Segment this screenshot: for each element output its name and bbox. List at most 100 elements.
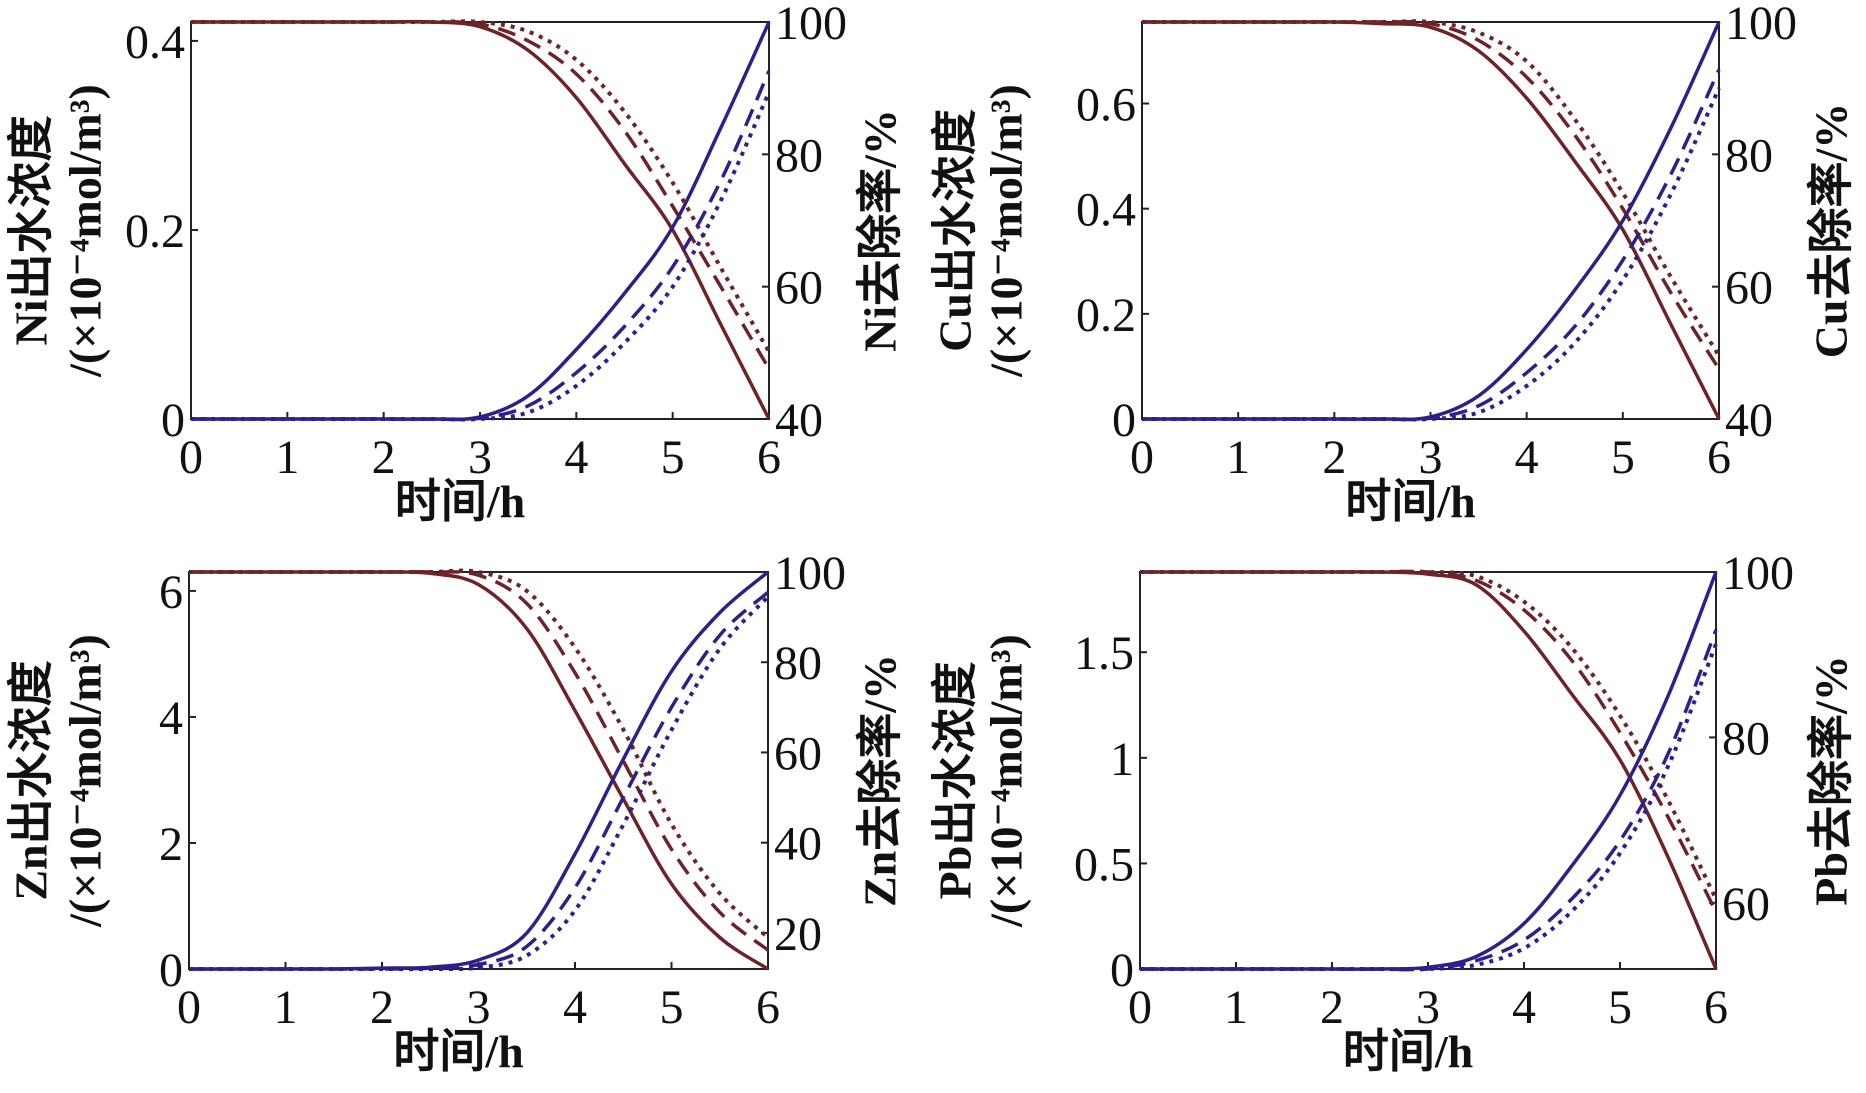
concentration-line-solid — [1139, 570, 1718, 970]
concentration-line-dotted — [188, 568, 770, 939]
x-tick-label: 3 — [1416, 981, 1440, 1034]
x-tick-label: 0 — [1128, 981, 1152, 1034]
y-right-tick-label: 80 — [1722, 712, 1770, 765]
x-tick-label: 1 — [275, 431, 299, 484]
concentration-line-dotted — [1141, 19, 1721, 357]
panel-pb: 0 1 2 3 4 5 600.511.56080100时间/hPb出水浓度/(×10⁻⁴m… — [930, 547, 1857, 1077]
x-tick-label: 6 — [756, 981, 780, 1034]
y-left-tick-label: 0 — [1110, 944, 1134, 997]
concentration-line-solid — [190, 19, 771, 420]
x-axis-label: 时间/h — [1343, 1026, 1473, 1077]
y-left-axis-unit: /(×10⁻⁴mol/m³) — [60, 84, 111, 378]
y-right-tick-label: 80 — [775, 129, 823, 182]
x-axis-label: 时间/h — [393, 1026, 523, 1077]
removal-line-solid — [189, 570, 770, 971]
removal-line-dotted — [1140, 643, 1718, 972]
y-left-tick-label: 0.6 — [1076, 79, 1136, 132]
removal-line-dashed — [191, 70, 771, 422]
y-right-tick-label: 100 — [1722, 547, 1794, 600]
concentration-line-dashed — [190, 20, 771, 370]
y-right-tick-label: 80 — [774, 637, 822, 690]
plot-area — [190, 21, 770, 420]
removal-line-dashed — [189, 590, 770, 971]
y-left-tick-label: 0.4 — [125, 16, 185, 69]
x-tick-label: 1 — [1224, 981, 1248, 1034]
y-left-tick-label: 0 — [159, 944, 183, 997]
x-tick-label: 4 — [1515, 431, 1539, 484]
y-left-tick-label: 1 — [1110, 733, 1134, 786]
y-right-tick-label: 60 — [1722, 878, 1770, 931]
x-tick-label: 2 — [370, 981, 394, 1034]
removal-line-solid — [191, 21, 771, 422]
y-left-tick-label: 0 — [1112, 394, 1136, 447]
y-left-axis-label: Pb出水浓度 — [930, 662, 981, 900]
x-tick-label: 4 — [1512, 981, 1536, 1034]
concentration-line-dotted — [190, 19, 771, 353]
x-tick-label: 0 — [1130, 431, 1154, 484]
panel-zn: 0 1 2 3 4 5 6024620406080100时间/hZn出水浓度/(×10⁻⁴m… — [6, 547, 906, 1077]
x-tick-label: 5 — [1608, 981, 1632, 1034]
plot-area — [1139, 571, 1717, 970]
concentration-line-dotted — [1139, 569, 1718, 901]
x-tick-label: 5 — [661, 431, 685, 484]
y-right-tick-label: 60 — [1725, 262, 1773, 315]
removal-line-dotted — [191, 91, 771, 422]
x-tick-label: 3 — [1419, 431, 1443, 484]
y-right-axis-label: Cu去除率/% — [1806, 103, 1857, 359]
plot-area — [188, 571, 769, 970]
x-tick-label: 6 — [1707, 431, 1731, 484]
plot-area — [1141, 21, 1720, 420]
x-tick-label: 1 — [1226, 431, 1250, 484]
x-tick-label: 1 — [274, 981, 298, 1034]
x-tick-label: 6 — [1704, 981, 1728, 1034]
y-left-axis-unit: /(×10⁻⁴mol/m³) — [60, 634, 111, 928]
x-tick-label: 6 — [757, 431, 781, 484]
removal-line-dotted — [1142, 87, 1721, 422]
x-axis-label: 时间/h — [1345, 476, 1475, 527]
y-left-tick-label: 0.2 — [125, 205, 185, 258]
concentration-line-dashed — [1139, 569, 1718, 913]
y-left-tick-label: 1.5 — [1074, 627, 1134, 680]
y-right-tick-label: 60 — [774, 727, 822, 780]
panel-cu: 0 1 2 3 4 5 600.20.40.6406080100时间/hCu出水浓度/(×1… — [930, 0, 1857, 527]
x-tick-label: 4 — [564, 431, 588, 484]
x-tick-label: 4 — [563, 981, 587, 1034]
y-left-axis-label: Zn出水浓度 — [6, 660, 57, 900]
removal-line-dashed — [1142, 68, 1721, 422]
y-right-tick-label: 40 — [775, 394, 823, 447]
y-left-tick-label: 0 — [161, 394, 185, 447]
y-right-tick-label: 100 — [774, 547, 846, 600]
x-tick-label: 2 — [372, 431, 396, 484]
x-tick-label: 5 — [1611, 431, 1635, 484]
x-tick-label: 5 — [660, 981, 684, 1034]
removal-line-solid — [1142, 21, 1721, 422]
y-right-tick-label: 40 — [1725, 394, 1773, 447]
y-left-axis-label: Cu出水浓度 — [930, 109, 981, 352]
y-left-tick-label: 0.2 — [1076, 289, 1136, 342]
y-right-tick-label: 60 — [775, 262, 823, 315]
y-left-tick-label: 0.5 — [1074, 838, 1134, 891]
y-left-tick-label: 6 — [159, 566, 183, 619]
removal-line-dashed — [1140, 629, 1718, 972]
y-left-tick-label: 2 — [159, 818, 183, 871]
x-tick-label: 3 — [467, 981, 491, 1034]
concentration-line-solid — [188, 570, 769, 971]
x-tick-label: 3 — [468, 431, 492, 484]
y-left-tick-label: 0.4 — [1076, 184, 1136, 237]
x-tick-label: 0 — [177, 981, 201, 1034]
x-tick-label: 2 — [1320, 981, 1344, 1034]
removal-line-dotted — [189, 595, 770, 972]
y-right-tick-label: 100 — [775, 0, 847, 50]
y-right-tick-label: 80 — [1725, 129, 1773, 182]
y-right-axis-label: Ni去除率/% — [855, 109, 906, 352]
x-tick-label: 2 — [1322, 431, 1346, 484]
panel-ni: 0 1 2 3 4 5 600.20.4406080100时间/hNi出水浓度/(×10⁻⁴… — [6, 0, 906, 527]
x-axis-label: 时间/h — [395, 476, 525, 527]
y-left-axis-unit: /(×10⁻⁴mol/m³) — [981, 84, 1032, 378]
x-tick-label: 0 — [179, 431, 203, 484]
y-right-tick-label: 40 — [774, 818, 822, 871]
y-right-tick-label: 20 — [774, 908, 822, 961]
y-right-axis-label: Zn去除率/% — [855, 654, 906, 907]
